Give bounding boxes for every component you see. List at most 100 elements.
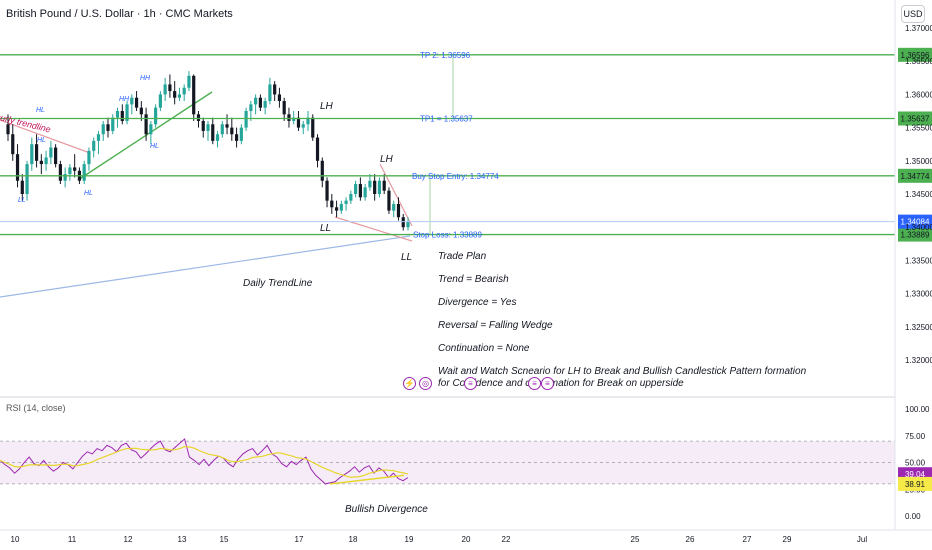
candle-body (92, 140, 96, 151)
trade-plan-divergence: Divergence = Yes (438, 297, 517, 308)
time-tick: 12 (124, 535, 133, 544)
candle-body (263, 101, 267, 108)
candle-body (225, 124, 229, 128)
rsi-value-text: 39.04 (905, 470, 926, 479)
candle-body (215, 134, 220, 141)
currency-button[interactable]: USD (901, 5, 925, 23)
wedge-bottom (334, 216, 413, 242)
candle-body (282, 101, 286, 115)
candle-body (173, 91, 177, 98)
rsi-ma-text: 38.91 (905, 480, 926, 489)
candle-body (382, 180, 386, 191)
candle-body (244, 111, 248, 128)
candle-body (292, 117, 296, 121)
candle-body (192, 75, 196, 115)
rsi-ma-line (0, 445, 409, 478)
lightning-icon[interactable]: ⚡ (403, 377, 416, 390)
wedge-top (379, 163, 413, 227)
candle-body (401, 217, 405, 228)
rsi-label[interactable]: RSI (14, close) (6, 403, 66, 413)
candle-body (30, 144, 34, 165)
time-tick: 26 (686, 535, 695, 544)
time-axis[interactable]: 10 11 12 13 15 17 18 19 20 22 25 26 27 29 Jul (0, 529, 932, 544)
candle-body (139, 107, 143, 115)
price-line-label: TP 2: 1.36596 (420, 51, 471, 60)
candle-body (211, 124, 215, 141)
candle-body (358, 184, 362, 198)
price-line-label: TP1 = 1.35637 (420, 115, 473, 124)
time-tick: 18 (349, 535, 358, 544)
candle-body (301, 124, 305, 128)
candle-body (125, 104, 129, 121)
candle-body (320, 160, 324, 181)
candle-body (130, 97, 134, 105)
candle-body (206, 124, 210, 131)
candle-body (58, 164, 62, 181)
globe-icon[interactable]: ◎ (419, 377, 432, 390)
rsi-ma-badge (898, 476, 932, 491)
candle-body (330, 200, 334, 208)
rsi-annotation: Bullish Divergence (345, 504, 428, 515)
candle-body (396, 203, 401, 218)
price-tick: 1.34000 (905, 223, 932, 232)
candle-body (158, 94, 162, 108)
candle-body (134, 97, 139, 108)
candle-body (101, 124, 105, 135)
price-tick: 1.35000 (905, 157, 932, 166)
rsi-tick: 50.00 (905, 459, 926, 468)
chart-annotation: HL (37, 137, 46, 144)
candle-body (6, 124, 10, 135)
rsi-tick: 100.00 (905, 405, 930, 414)
price-badge (898, 47, 932, 62)
candle-body (106, 124, 110, 131)
price-axis[interactable]: 1.37000 1.36500 1.36000 1.35500 1.35000 1.345… (894, 0, 932, 530)
hourly-trendline (0, 119, 91, 154)
price-badge (898, 227, 932, 242)
candle-body (54, 147, 58, 165)
trade-plan-note-line1: Wait and Watch Scneario for LH to Break … (438, 366, 807, 377)
trade-plan-reversal: Reversal = Falling Wedge (438, 320, 553, 331)
candle-body (144, 114, 148, 135)
candle-body (39, 160, 43, 165)
chart-annotation: LH (380, 154, 394, 165)
candle-body (339, 203, 343, 211)
symbol-title[interactable]: British Pound / U.S. Dollar · 1h · CMC M… (6, 8, 233, 20)
price-tick: 1.36000 (905, 90, 932, 99)
candle-body (334, 207, 339, 211)
chart-annotation: HL (84, 190, 93, 197)
time-tick: Jul (857, 535, 867, 544)
candle-body (120, 111, 124, 121)
candle-body (344, 200, 348, 204)
trade-plan-note-line2: for Confidence and confirmation for Brea… (438, 378, 684, 389)
price-badge-text: 1.34774 (901, 172, 930, 181)
chart-annotation: HL (36, 107, 45, 114)
candle-body (15, 154, 20, 181)
candle-body (187, 75, 191, 88)
candle-body (363, 187, 367, 198)
price-badge-text: 1.35637 (901, 115, 930, 124)
candle-body (239, 127, 243, 141)
price-badge-text: 1.33889 (901, 231, 930, 240)
drawings (0, 54, 454, 298)
candle-body (268, 84, 272, 102)
chart-annotation: LH (320, 101, 334, 112)
flag-icon[interactable]: ≡ (541, 377, 554, 390)
chart-annotation: LL (401, 252, 412, 263)
candle-body (168, 84, 172, 92)
time-tick: 25 (631, 535, 640, 544)
time-tick: 22 (502, 535, 511, 544)
candle-body (254, 97, 258, 105)
price-badge-text: 1.36596 (901, 51, 930, 60)
price-tick: 1.36500 (905, 57, 932, 66)
candle-body (392, 203, 396, 211)
flag-icon[interactable]: ≡ (528, 377, 541, 390)
price-line-label: Buy Stop Entry: 1.34774 (412, 172, 499, 181)
green-trendline (77, 91, 213, 181)
flag-icon[interactable]: ≡ (464, 377, 477, 390)
price-tick: 1.33500 (905, 256, 932, 265)
candle-body (82, 164, 86, 181)
candle-body (373, 180, 377, 194)
time-tick: 27 (743, 535, 752, 544)
candle-body (220, 124, 224, 135)
